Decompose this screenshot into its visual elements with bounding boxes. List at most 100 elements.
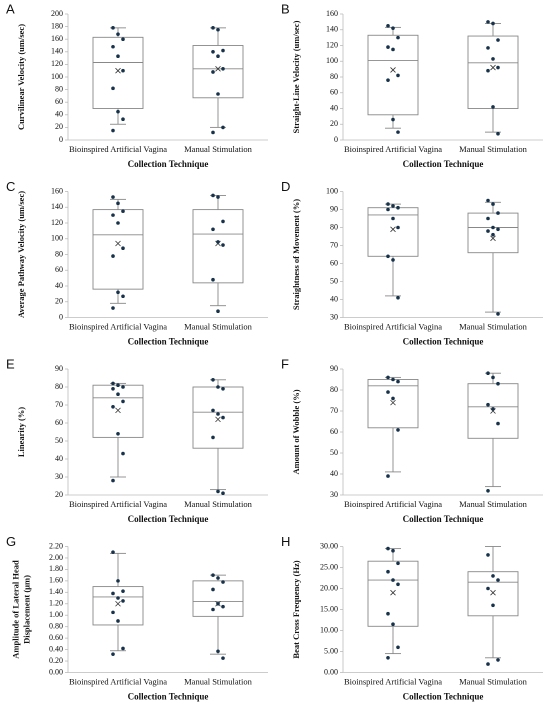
data-point	[386, 207, 390, 212]
y-tick-label: 200	[51, 9, 63, 18]
data-point	[121, 68, 125, 73]
y-tick-label: 160	[326, 9, 338, 18]
data-point	[391, 396, 395, 401]
y-tick-label: 40	[55, 281, 63, 290]
y-tick-label: 70	[55, 400, 63, 409]
box	[92, 209, 144, 290]
box	[467, 212, 519, 254]
data-point	[121, 599, 125, 603]
data-point	[211, 130, 215, 135]
data-point	[111, 387, 115, 391]
x-tick-label: Manual Stimulation	[459, 144, 528, 154]
data-point	[216, 92, 220, 96]
data-point	[111, 128, 115, 133]
x-tick-label: Bioinspired Artificial Vagina	[69, 676, 167, 686]
data-point	[211, 587, 215, 592]
data-point	[396, 561, 400, 566]
x-tick-label: Bioinspired Artificial Vagina	[344, 676, 442, 686]
data-point	[121, 399, 125, 404]
x-tick-label: Manual Stimulation	[459, 499, 528, 509]
y-tick-label: 90	[330, 364, 338, 373]
data-point	[391, 377, 395, 382]
y-tick-label: 100	[51, 72, 63, 81]
data-point	[396, 645, 400, 650]
data-point	[216, 601, 220, 606]
data-point	[111, 405, 115, 409]
y-tick-label: 100	[326, 186, 338, 195]
mean-marker	[115, 67, 121, 74]
data-point	[216, 54, 220, 59]
mean-marker	[215, 66, 221, 72]
box	[192, 386, 244, 449]
y-tick-label: 5.00	[324, 646, 338, 655]
data-point	[221, 604, 225, 609]
data-point	[486, 198, 490, 203]
y-tick-label: 0	[334, 135, 338, 144]
panel-label: D	[281, 179, 290, 194]
mean-marker	[115, 600, 121, 607]
data-point	[496, 381, 500, 386]
mean-marker	[490, 235, 496, 242]
y-tick-label: 40	[330, 469, 338, 478]
data-point	[111, 591, 115, 596]
x-tick-label: Bioinspired Artificial Vagina	[69, 321, 167, 331]
data-point	[111, 550, 115, 555]
data-point	[391, 622, 395, 626]
y-tick-label: 90	[55, 364, 63, 373]
data-point	[216, 195, 220, 199]
y-tick-label: 20	[55, 297, 63, 306]
data-point	[396, 428, 400, 432]
data-point	[496, 227, 500, 232]
panel-label: F	[281, 356, 289, 371]
box	[192, 580, 244, 617]
x-tick-label: Manual Stimulation	[184, 676, 253, 686]
data-point	[211, 70, 215, 74]
y-tick-label: 100	[326, 56, 338, 65]
y-tick-label: 0	[59, 312, 63, 321]
data-point	[221, 387, 225, 391]
y-tick-label: 80	[55, 249, 63, 258]
data-point	[111, 26, 115, 30]
data-point	[111, 381, 115, 386]
data-point	[121, 385, 125, 389]
data-point	[396, 582, 400, 587]
mean-marker	[115, 240, 121, 247]
data-point	[491, 57, 495, 61]
data-point	[211, 50, 215, 54]
y-tick-label: 80	[55, 382, 63, 391]
data-point	[391, 216, 395, 221]
data-point	[386, 375, 390, 380]
data-point	[121, 37, 125, 41]
data-point	[491, 21, 495, 26]
x-tick-label: Manual Stimulation	[459, 321, 528, 331]
y-tick-label: 120	[326, 40, 338, 49]
data-point	[491, 225, 495, 230]
data-point	[486, 68, 490, 73]
y-tick-label: 50	[330, 276, 338, 285]
x-axis-label: Collection Technique	[403, 159, 484, 169]
data-point	[121, 117, 125, 122]
y-axis-label: Straight-Line Velocity (um/sec)	[291, 20, 301, 133]
y-tick-label: 40	[55, 454, 63, 463]
data-point	[491, 407, 495, 411]
data-point	[116, 596, 120, 600]
x-axis-label: Collection Technique	[128, 514, 209, 524]
y-tick-label: 60	[55, 97, 63, 106]
data-point	[116, 290, 120, 295]
y-tick-label: 30	[330, 490, 338, 499]
x-axis-label: Collection Technique	[128, 159, 209, 169]
data-point	[396, 379, 400, 384]
panel-label: H	[281, 534, 290, 549]
data-point	[121, 451, 125, 456]
box	[92, 586, 144, 626]
data-point	[116, 109, 120, 114]
y-tick-label: 70	[330, 240, 338, 249]
data-point	[111, 44, 115, 49]
mean-marker	[390, 67, 396, 73]
data-point	[396, 225, 400, 230]
data-point	[396, 295, 400, 300]
y-axis-label: Curvilinear Velocity (um/sec)	[16, 24, 26, 130]
y-tick-label: 10.00	[320, 625, 338, 634]
data-point	[496, 421, 500, 426]
